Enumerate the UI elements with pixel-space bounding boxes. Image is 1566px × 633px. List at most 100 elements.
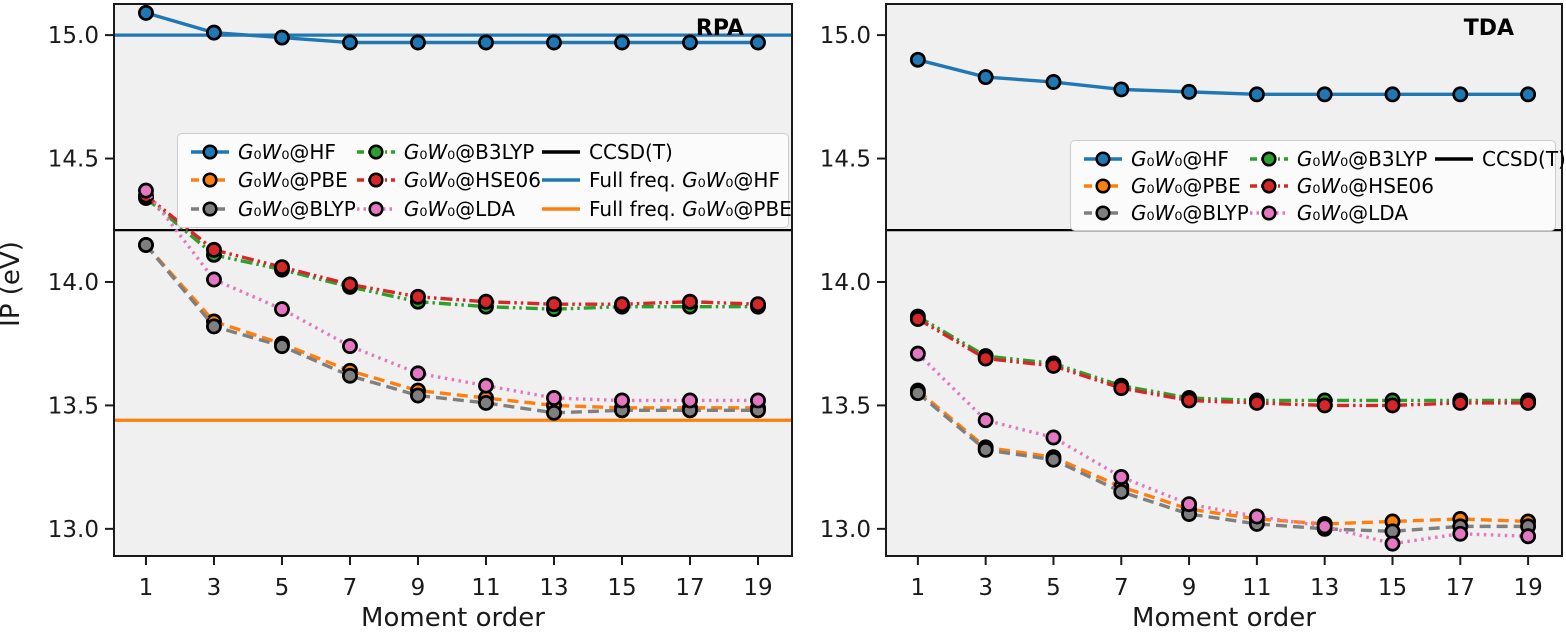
legend-sample-icon xyxy=(191,172,229,189)
x-tick-label: 13 xyxy=(539,575,568,601)
legend-label: G₀W₀@HSE06 xyxy=(1296,173,1434,198)
series-line-blue xyxy=(145,11,758,45)
data-point xyxy=(909,311,926,327)
data-point xyxy=(206,241,222,258)
data-point xyxy=(682,392,698,409)
series-markers-blue xyxy=(909,51,1537,103)
y-tick-label: 14.5 xyxy=(820,147,871,173)
series-line-green xyxy=(144,196,758,311)
legend-marker xyxy=(202,144,218,160)
legend-sample-icon xyxy=(191,144,229,160)
data-point xyxy=(909,385,926,402)
x-tick-label: 17 xyxy=(1446,575,1475,601)
y-axis-label: IP (eV) xyxy=(0,154,30,414)
x-tick-label: 1 xyxy=(911,575,926,601)
legend-label: G₀W₀@HF xyxy=(238,140,336,165)
legend-label: Full freq. G₀W₀@PBE xyxy=(588,196,792,221)
data-point xyxy=(977,441,994,458)
data-point xyxy=(1045,357,1062,374)
series-markers-blue xyxy=(138,4,766,51)
legend-label: G₀W₀@PBE xyxy=(1131,173,1241,198)
panel-title: RPA xyxy=(696,16,744,41)
data-point xyxy=(1520,528,1537,545)
legend-label: CCSD(T) xyxy=(588,140,673,165)
data-point xyxy=(274,301,290,318)
legend-sample-icon xyxy=(1249,177,1288,194)
data-point xyxy=(478,394,494,411)
series-markers-gray xyxy=(138,236,766,421)
series-line-green xyxy=(917,315,1529,403)
legend-item: Full freq. G₀W₀@PBE xyxy=(541,199,792,219)
data-point xyxy=(1113,81,1130,98)
legend-marker xyxy=(202,201,218,217)
legend-label: CCSD(T) xyxy=(1481,146,1566,171)
data-point xyxy=(410,365,426,382)
series-line-blue xyxy=(917,58,1529,97)
data-point xyxy=(1248,394,1265,411)
legend-sample-icon xyxy=(356,201,395,217)
data-point xyxy=(274,29,290,46)
series-line-gray xyxy=(916,391,1529,534)
data-point xyxy=(478,34,494,51)
legend-rpa: G₀W₀@HF G₀W₀@PBE G₀W₀@BLYP G₀W₀@B3LYP G₀W₀@H… xyxy=(177,133,792,228)
series-line-gray xyxy=(144,243,758,415)
legend-sample-icon xyxy=(191,201,229,217)
legend-label: G₀W₀@BLYP xyxy=(1131,200,1249,225)
data-point xyxy=(1248,508,1265,525)
data-point xyxy=(1452,394,1469,411)
data-point xyxy=(909,345,926,362)
x-tick-label: 7 xyxy=(1114,575,1129,601)
legend-sample-icon xyxy=(1249,204,1288,221)
series-markers-red xyxy=(909,311,1537,414)
legend-item: G₀W₀@HSE06 xyxy=(1249,176,1434,196)
legend-item: G₀W₀@PBE xyxy=(190,170,356,190)
legend-sample-icon xyxy=(541,178,580,183)
legend-marker xyxy=(1095,150,1111,167)
y-axis-label-text: IP (eV) xyxy=(0,241,26,327)
data-point xyxy=(977,69,994,86)
data-point xyxy=(750,296,766,313)
legend-sample-icon xyxy=(356,172,395,189)
x-tick-label: 1 xyxy=(139,575,154,601)
series-markers-pink xyxy=(138,182,766,409)
legend-label: G₀W₀@PBE xyxy=(238,168,348,193)
data-point xyxy=(206,24,222,41)
data-point xyxy=(1045,451,1062,468)
x-tick-label: 11 xyxy=(1242,575,1271,601)
data-point xyxy=(410,288,426,305)
legend-label: G₀W₀@HSE06 xyxy=(403,168,541,193)
legend-sample-icon xyxy=(1084,204,1122,221)
data-point xyxy=(1452,86,1469,103)
legend-item: Full freq. G₀W₀@HF xyxy=(541,170,792,190)
data-point xyxy=(546,404,562,421)
data-point xyxy=(614,296,630,313)
legend-sample-icon xyxy=(356,144,395,160)
x-tick-label: 3 xyxy=(978,575,993,601)
data-point xyxy=(750,392,766,409)
data-point xyxy=(977,350,994,367)
legend-sample-icon xyxy=(1249,150,1288,167)
legend-marker xyxy=(1261,177,1277,194)
y-tick-label: 14.0 xyxy=(48,270,99,296)
data-point xyxy=(1181,83,1198,100)
legend-marker xyxy=(1261,204,1277,221)
legend-marker xyxy=(368,172,384,189)
data-point xyxy=(138,236,154,253)
x-tick-label: 9 xyxy=(1182,575,1197,601)
series-markers-red xyxy=(138,187,766,313)
data-point xyxy=(206,318,222,335)
data-point xyxy=(546,390,562,406)
x-tick-label: 3 xyxy=(207,575,222,601)
data-point xyxy=(682,34,698,51)
data-point xyxy=(546,34,562,51)
legend-marker xyxy=(1261,150,1277,167)
legend-marker xyxy=(1095,204,1111,221)
y-tick-label: 13.0 xyxy=(820,517,871,543)
data-point xyxy=(1316,86,1333,103)
legend-marker xyxy=(202,172,218,189)
y-tick-label: 13.5 xyxy=(48,393,99,419)
data-point xyxy=(1045,429,1062,446)
data-point xyxy=(342,338,358,355)
data-point xyxy=(909,51,926,68)
data-point xyxy=(138,182,154,199)
